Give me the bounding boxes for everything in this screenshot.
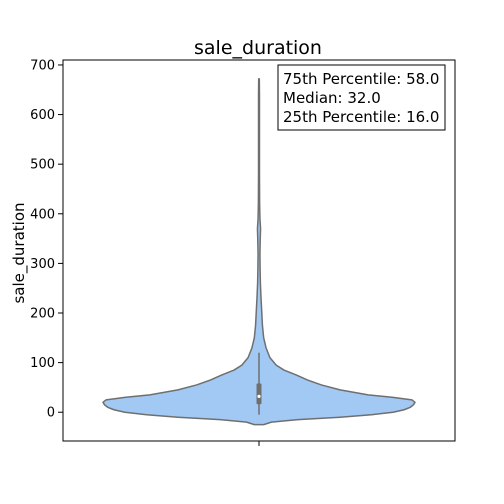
y-tick-label: 300 <box>30 257 55 272</box>
iqr-box <box>256 383 262 405</box>
box-layer <box>256 352 262 415</box>
y-tick-label: 700 <box>30 58 55 73</box>
y-tick-label: 500 <box>30 158 55 173</box>
y-tick-label: 0 <box>47 406 55 421</box>
median-marker <box>257 394 261 398</box>
y-tick-label: 600 <box>30 108 55 123</box>
stats-box: 75th Percentile: 58.0 Median: 32.0 25th … <box>277 64 446 131</box>
q1-label: 25th Percentile: 16.0 <box>283 108 439 126</box>
violin-layer <box>102 78 416 426</box>
y-axis: 0 100 200 300 400 500 600 700 <box>30 58 63 421</box>
stats-box-frame <box>277 64 446 131</box>
q3-label: 75th Percentile: 58.0 <box>283 70 439 88</box>
violin-body <box>102 78 416 426</box>
y-tick-label: 400 <box>30 207 55 222</box>
chart-title: sale_duration <box>194 37 322 59</box>
median-label: Median: 32.0 <box>283 89 381 107</box>
y-axis-label: sale_duration <box>10 202 29 303</box>
y-tick-label: 200 <box>30 307 55 322</box>
y-tick-label: 100 <box>30 356 55 371</box>
